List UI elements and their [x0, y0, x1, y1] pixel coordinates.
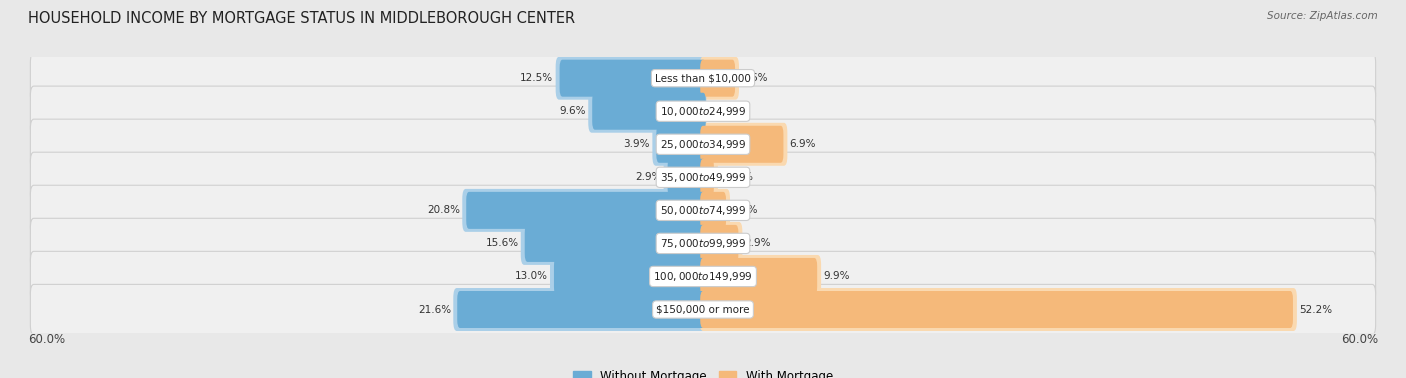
- FancyBboxPatch shape: [700, 258, 817, 295]
- Text: 12.5%: 12.5%: [520, 73, 554, 83]
- FancyBboxPatch shape: [700, 222, 742, 265]
- Text: $150,000 or more: $150,000 or more: [657, 305, 749, 314]
- Text: 15.6%: 15.6%: [485, 239, 519, 248]
- Text: 9.9%: 9.9%: [824, 271, 849, 282]
- Text: Source: ZipAtlas.com: Source: ZipAtlas.com: [1267, 11, 1378, 21]
- FancyBboxPatch shape: [700, 159, 714, 196]
- FancyBboxPatch shape: [700, 60, 735, 97]
- FancyBboxPatch shape: [31, 53, 1375, 103]
- FancyBboxPatch shape: [31, 86, 1375, 136]
- FancyBboxPatch shape: [453, 288, 706, 331]
- Text: 2.9%: 2.9%: [745, 239, 770, 248]
- Text: $75,000 to $99,999: $75,000 to $99,999: [659, 237, 747, 250]
- FancyBboxPatch shape: [652, 123, 706, 166]
- Text: 6.9%: 6.9%: [790, 139, 815, 149]
- FancyBboxPatch shape: [31, 218, 1375, 268]
- FancyBboxPatch shape: [700, 192, 725, 229]
- FancyBboxPatch shape: [550, 255, 706, 298]
- FancyBboxPatch shape: [700, 225, 738, 262]
- FancyBboxPatch shape: [700, 255, 821, 298]
- Legend: Without Mortgage, With Mortgage: Without Mortgage, With Mortgage: [568, 365, 838, 378]
- Text: 3.9%: 3.9%: [624, 139, 650, 149]
- Text: $50,000 to $74,999: $50,000 to $74,999: [659, 204, 747, 217]
- FancyBboxPatch shape: [467, 192, 706, 229]
- FancyBboxPatch shape: [31, 152, 1375, 203]
- Text: $10,000 to $24,999: $10,000 to $24,999: [659, 105, 747, 118]
- FancyBboxPatch shape: [31, 119, 1375, 169]
- Text: 52.2%: 52.2%: [1299, 305, 1333, 314]
- Text: 2.6%: 2.6%: [741, 73, 768, 83]
- FancyBboxPatch shape: [700, 126, 783, 163]
- FancyBboxPatch shape: [555, 57, 706, 100]
- Text: $100,000 to $149,999: $100,000 to $149,999: [654, 270, 752, 283]
- FancyBboxPatch shape: [31, 185, 1375, 235]
- FancyBboxPatch shape: [700, 57, 740, 100]
- Text: $35,000 to $49,999: $35,000 to $49,999: [659, 171, 747, 184]
- Text: Less than $10,000: Less than $10,000: [655, 73, 751, 83]
- FancyBboxPatch shape: [520, 222, 706, 265]
- FancyBboxPatch shape: [457, 291, 706, 328]
- FancyBboxPatch shape: [700, 123, 787, 166]
- FancyBboxPatch shape: [700, 288, 1296, 331]
- FancyBboxPatch shape: [700, 189, 730, 232]
- Text: 60.0%: 60.0%: [1341, 333, 1378, 346]
- FancyBboxPatch shape: [588, 90, 706, 133]
- FancyBboxPatch shape: [664, 156, 706, 199]
- FancyBboxPatch shape: [592, 93, 706, 130]
- Text: 0.72%: 0.72%: [720, 172, 754, 182]
- FancyBboxPatch shape: [700, 156, 718, 199]
- Text: 9.6%: 9.6%: [560, 106, 586, 116]
- Text: HOUSEHOLD INCOME BY MORTGAGE STATUS IN MIDDLEBOROUGH CENTER: HOUSEHOLD INCOME BY MORTGAGE STATUS IN M…: [28, 11, 575, 26]
- Text: 1.8%: 1.8%: [733, 205, 759, 215]
- Text: 13.0%: 13.0%: [515, 271, 548, 282]
- FancyBboxPatch shape: [560, 60, 706, 97]
- FancyBboxPatch shape: [31, 284, 1375, 335]
- FancyBboxPatch shape: [668, 159, 706, 196]
- Text: 20.8%: 20.8%: [427, 205, 460, 215]
- Text: 2.9%: 2.9%: [636, 172, 661, 182]
- FancyBboxPatch shape: [463, 189, 706, 232]
- FancyBboxPatch shape: [700, 291, 1294, 328]
- FancyBboxPatch shape: [31, 251, 1375, 302]
- Text: 21.6%: 21.6%: [418, 305, 451, 314]
- FancyBboxPatch shape: [524, 225, 706, 262]
- FancyBboxPatch shape: [554, 258, 706, 295]
- Text: 0.0%: 0.0%: [711, 106, 738, 116]
- FancyBboxPatch shape: [657, 126, 706, 163]
- Text: 60.0%: 60.0%: [28, 333, 65, 346]
- Text: $25,000 to $34,999: $25,000 to $34,999: [659, 138, 747, 151]
